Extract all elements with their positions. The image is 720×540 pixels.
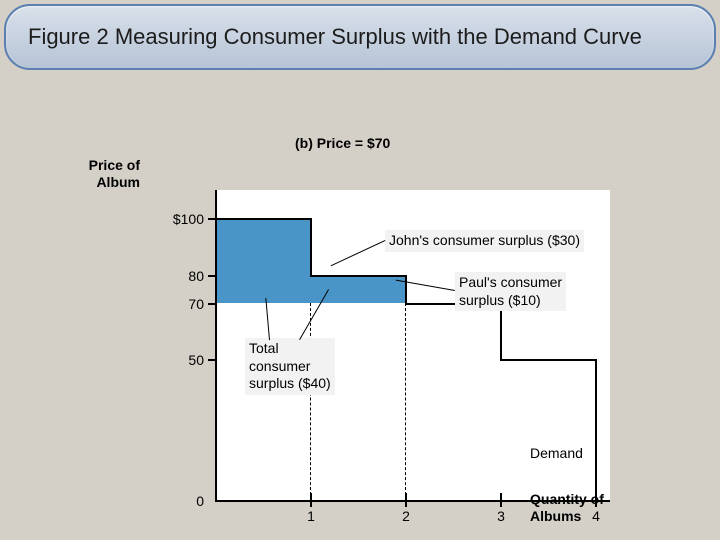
demand-label: Demand xyxy=(530,445,583,461)
chart-area: (b) Price = $70 Price of Album $100 80 7… xyxy=(90,135,650,525)
yticklabel-100: $100 xyxy=(164,211,204,227)
yticklabel-70: 70 xyxy=(164,296,204,312)
demand-seg-h100 xyxy=(215,218,312,220)
demand-seg-h80 xyxy=(310,275,407,277)
demand-seg-v3 xyxy=(500,303,502,361)
ytick-50 xyxy=(208,359,216,361)
xticklabel-1: 1 xyxy=(301,508,321,524)
drop-line-q1 xyxy=(310,303,311,500)
plot-region: $100 80 70 50 0 1 2 3 4 John' xyxy=(160,190,590,505)
drop-line-q2 xyxy=(405,303,406,500)
surplus-region-paul xyxy=(310,275,405,303)
x-axis-label: Quantity of Albums xyxy=(530,491,640,525)
y-axis-label: Price of Album xyxy=(60,157,140,191)
annotation-total: Total consumer surplus ($40) xyxy=(245,338,335,395)
xticklabel-3: 3 xyxy=(491,508,511,524)
yticklabel-80: 80 xyxy=(164,268,204,284)
xticklabel-2: 2 xyxy=(396,508,416,524)
y-axis xyxy=(215,190,217,502)
demand-seg-v4 xyxy=(595,359,597,502)
figure-title-panel: Figure 2 Measuring Consumer Surplus with… xyxy=(4,4,716,70)
demand-seg-h50 xyxy=(500,359,597,361)
annotation-paul-text: Paul's consumer surplus ($10) xyxy=(459,274,562,308)
figure-title: Figure 2 Measuring Consumer Surplus with… xyxy=(28,24,642,50)
annotation-total-text: Total consumer surplus ($40) xyxy=(249,340,331,391)
ytick-80 xyxy=(208,275,216,277)
demand-seg-v1 xyxy=(310,218,312,277)
yticklabel-50: 50 xyxy=(164,352,204,368)
yticklabel-0: 0 xyxy=(164,493,204,509)
xtick-3 xyxy=(500,493,502,507)
surplus-region-john xyxy=(215,218,310,303)
annotation-john: John's consumer surplus ($30) xyxy=(385,230,584,252)
ytick-70 xyxy=(208,303,216,305)
annotation-paul: Paul's consumer surplus ($10) xyxy=(455,272,566,311)
demand-seg-v2 xyxy=(405,275,407,305)
chart-subtitle: (b) Price = $70 xyxy=(295,135,390,151)
